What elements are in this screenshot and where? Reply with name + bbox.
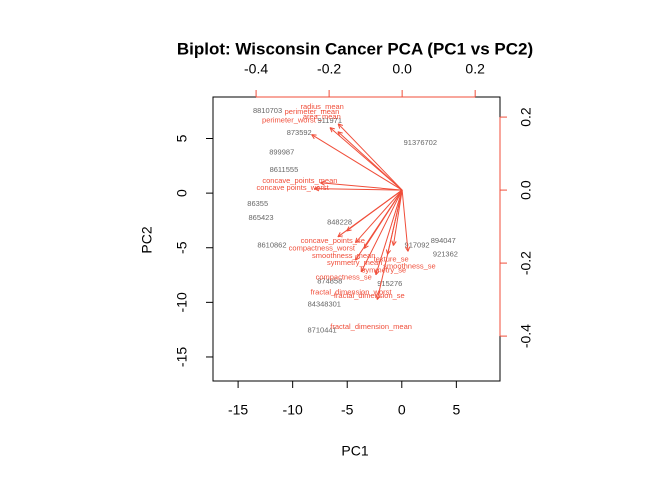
observation-label: 911971 — [318, 116, 342, 125]
arrow-head — [354, 255, 360, 261]
loading-label: perimeter_worst — [262, 116, 317, 125]
loading-label: radius_mean — [300, 102, 343, 111]
loading-label: compactness_worst — [289, 243, 356, 252]
arrow-head — [337, 123, 344, 129]
loading-arrow — [314, 188, 403, 191]
loading-arrow — [401, 190, 409, 252]
observation-label: 8611555 — [270, 165, 299, 174]
x2-tick-label: -0.2 — [317, 61, 341, 77]
arrow-head — [311, 134, 317, 140]
observation-label: 8810703 — [253, 106, 282, 115]
loading-arrow — [311, 134, 403, 191]
x2-tick-label: -0.4 — [244, 61, 268, 77]
y-tick-label: 0 — [174, 189, 190, 197]
observation-label: 874858 — [317, 277, 342, 286]
y2-tick-label: 0.0 — [518, 180, 534, 200]
arrow-head — [329, 127, 335, 133]
x-tick-label: -15 — [228, 402, 248, 418]
arrow-head — [391, 240, 397, 246]
loading-arrow — [354, 189, 403, 261]
arrow-head — [314, 186, 320, 192]
loading-label: area_mean — [303, 112, 341, 121]
loading-label: concave_points_mean — [262, 176, 337, 185]
x-tick-label: 5 — [452, 402, 460, 418]
x-axis-label: PC1 — [341, 443, 368, 459]
x-tick-label: 0 — [398, 402, 406, 418]
arrow-head — [337, 131, 343, 137]
observation-label: 86355 — [247, 199, 268, 208]
y2-tick-label: -0.4 — [518, 324, 534, 348]
arrow-head — [374, 269, 380, 276]
loading-label: fractal_dimension_se — [334, 291, 405, 300]
observation-label: 894047 — [431, 236, 456, 245]
observation-label: 899987 — [269, 148, 294, 157]
loading-label: perimeter_mean — [285, 107, 340, 116]
loading-label: concave points_worst — [257, 183, 330, 192]
loading-label: fractal_dimension_mean — [330, 322, 412, 331]
y2-tick-label: -0.2 — [518, 251, 534, 275]
loading-arrow — [337, 131, 403, 191]
arrow-head — [360, 266, 366, 273]
observation-label: 91376702 — [404, 138, 437, 147]
chart-title: Biplot: Wisconsin Cancer PCA (PC1 vs PC2… — [177, 39, 533, 58]
loading-arrow — [392, 190, 403, 246]
x2-tick-label: 0.2 — [465, 61, 485, 77]
y-tick-label: -5 — [174, 241, 190, 254]
loading-label: texture_se — [374, 254, 409, 263]
observation-label: 848228 — [327, 218, 352, 227]
y-tick-label: -10 — [174, 292, 190, 312]
loading-arrow — [337, 123, 403, 191]
observation-label: 915276 — [377, 279, 402, 288]
x-tick-label: -5 — [341, 402, 354, 418]
loading-label: compactness_se — [316, 273, 372, 282]
y-tick-label: -15 — [174, 347, 190, 367]
observation-label: 8710441 — [308, 326, 337, 335]
loading-arrow — [376, 189, 403, 300]
observation-label: 921362 — [433, 249, 458, 258]
observation-label: 873592 — [287, 128, 312, 137]
arrow-head — [320, 180, 326, 186]
loading-arrow — [360, 189, 403, 273]
arrow-head — [346, 226, 352, 232]
x2-tick-label: 0.0 — [392, 61, 412, 77]
y-axis-label: PC2 — [139, 226, 155, 253]
observation-label: 8610862 — [257, 241, 286, 250]
loading-arrow — [346, 189, 403, 232]
loading-arrow — [320, 182, 403, 191]
arrow-head — [375, 294, 381, 300]
arrow-head — [404, 246, 411, 252]
x-tick-label: -10 — [283, 402, 303, 418]
loading-label: smoothness_se — [383, 262, 436, 271]
arrow-head — [354, 237, 361, 244]
loading-arrow — [355, 189, 403, 243]
y-tick-label: 5 — [174, 134, 190, 142]
loading-arrow — [375, 189, 403, 275]
loading-label: symmetry_mean — [327, 258, 382, 267]
loading-label: smoothness_mean — [312, 251, 375, 260]
loading-label: fractal_dimension_worst — [311, 287, 393, 296]
y2-tick-label: 0.2 — [518, 107, 534, 127]
loading-label: concave_points_se — [301, 236, 365, 245]
observation-label: 84348301 — [308, 300, 341, 309]
observation-label: 865423 — [248, 213, 273, 222]
observation-label: 917092 — [405, 241, 430, 250]
arrow-head — [337, 232, 343, 238]
